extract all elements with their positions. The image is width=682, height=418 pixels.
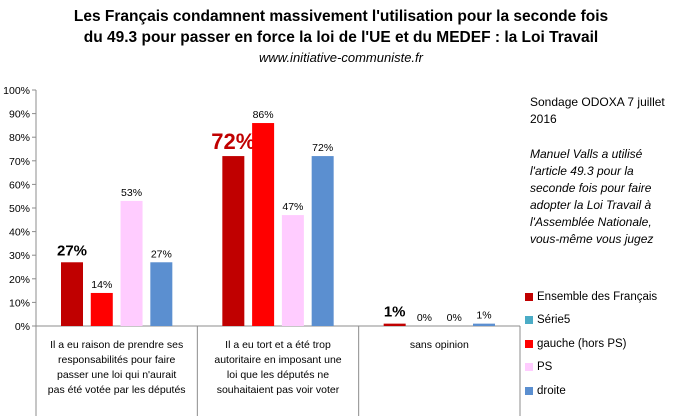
x-category-label: Il a eu tort et a été trop <box>225 339 331 351</box>
y-tick-label: 20% <box>9 274 30 286</box>
legend-label: Série5 <box>537 314 571 327</box>
y-tick-label: 90% <box>9 109 30 121</box>
x-category-label: sans opinion <box>410 339 469 351</box>
y-tick-label: 50% <box>9 203 30 215</box>
x-category-label: responsabilités pour faire <box>58 354 175 366</box>
legend-item: PS <box>525 356 657 380</box>
bar <box>383 323 406 326</box>
legend-swatch <box>525 292 533 301</box>
data-label: 1% <box>476 310 491 322</box>
legend-item: gauche (hors PS) <box>525 332 657 356</box>
x-category-label: souhaitaient pas voir voter <box>217 384 340 396</box>
legend-label: PS <box>537 361 553 374</box>
bar <box>281 215 304 326</box>
data-label: 72% <box>211 129 255 154</box>
poll-source-note: Sondage ODOXA 7 juillet 2016 <box>530 95 665 126</box>
bar <box>311 156 334 326</box>
x-category-label: autoritaire en imposant une <box>214 354 341 366</box>
legend-swatch <box>525 386 533 395</box>
data-label: 14% <box>91 279 112 291</box>
legend-swatch <box>525 316 533 325</box>
y-tick-label: 30% <box>9 250 30 262</box>
data-label: 72% <box>312 142 333 154</box>
bar <box>120 200 143 326</box>
data-label: 27% <box>151 248 172 260</box>
y-tick-label: 80% <box>9 132 30 144</box>
legend-swatch <box>525 363 533 372</box>
data-label: 1% <box>384 304 406 321</box>
legend-label: gauche (hors PS) <box>537 337 627 350</box>
data-label: 86% <box>253 109 274 121</box>
website-subtitle: www.initiative-communiste.fr <box>259 50 423 65</box>
legend-item: Série5 <box>525 309 657 333</box>
y-tick-label: 0% <box>15 321 30 333</box>
data-label: 0% <box>447 312 462 324</box>
data-label: 53% <box>121 187 142 199</box>
data-label: 27% <box>57 242 87 259</box>
legend-swatch <box>525 339 533 348</box>
data-label: 47% <box>282 201 303 213</box>
legend-item: droite <box>525 379 657 403</box>
chart-title-line-2: du 49.3 pour passer en force la loi de l… <box>83 29 599 46</box>
chart-title-line-1: Les Français condamnent massivement l'ut… <box>73 8 609 25</box>
bar <box>222 156 245 326</box>
y-tick-label: 40% <box>9 227 30 239</box>
y-tick-label: 60% <box>9 179 30 191</box>
bar <box>90 292 113 326</box>
data-label: 0% <box>417 312 432 324</box>
legend-item: Ensemble des Français <box>525 285 657 309</box>
bar <box>473 323 495 326</box>
poll-question-note: Manuel Valls a utilisé l'article 49.3 po… <box>530 147 654 246</box>
chart-legend: Ensemble des Français Série5 gauche (hors … <box>525 285 657 403</box>
x-category-label: Il a eu raison de prendre ses <box>50 339 183 351</box>
bar <box>252 123 275 326</box>
y-tick-label: 70% <box>9 156 30 168</box>
x-category-label: pas été votée par les députés <box>48 384 186 396</box>
y-tick-label: 10% <box>9 297 30 309</box>
bar <box>150 262 173 326</box>
legend-label: droite <box>537 384 566 397</box>
bar <box>61 262 83 326</box>
x-category-label: loi que les députés ne <box>227 369 329 381</box>
legend-label: Ensemble des Français <box>537 290 658 303</box>
y-tick-label: 100% <box>3 85 30 97</box>
x-category-label: passer une loi qui n'aurait <box>57 369 176 381</box>
